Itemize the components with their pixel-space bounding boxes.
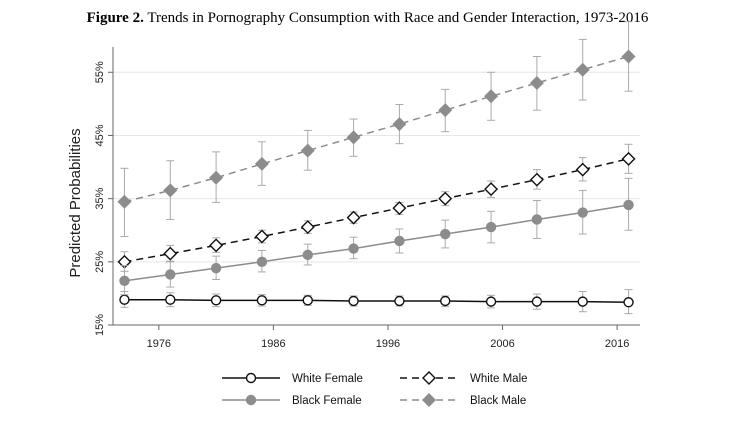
data-point	[254, 229, 269, 244]
series-line	[124, 158, 629, 263]
y-tick-label: 35%	[94, 187, 106, 209]
data-point	[117, 194, 132, 209]
data-point	[209, 170, 224, 185]
legend-item-black-male: Black Male	[400, 393, 526, 407]
data-point	[209, 238, 224, 253]
gridlines	[113, 71, 640, 326]
data-point	[302, 249, 313, 261]
series-line	[124, 55, 629, 203]
legend-marker	[245, 394, 257, 406]
y-tick-label: 45%	[94, 124, 106, 146]
x-tick-label: 2016	[605, 338, 629, 350]
data-point	[348, 243, 359, 254]
legend-label: Black Female	[292, 395, 362, 407]
data-point	[623, 297, 634, 308]
data-point	[348, 295, 359, 307]
series-layer	[117, 21, 636, 315]
data-point	[302, 295, 313, 306]
data-point	[621, 151, 636, 166]
legend-item-white-male: White Male	[400, 371, 528, 385]
data-point	[394, 235, 405, 247]
figure-number: Figure 2.	[86, 10, 144, 26]
axes: 15% 25% 35% 45% 55% 1976 1986 1996 2006 2016	[94, 47, 640, 350]
data-point	[300, 220, 315, 235]
data-point	[346, 130, 361, 145]
legend: White Female White Male Black Female Black …	[222, 371, 528, 407]
y-tick-label: 15%	[94, 314, 106, 336]
data-point	[484, 89, 499, 104]
figure-title: Figure 2. Trends in Pornography Consumpt…	[0, 10, 735, 27]
data-point	[529, 172, 544, 187]
data-point	[529, 76, 544, 91]
data-point	[256, 295, 268, 306]
series-line	[124, 204, 629, 282]
data-point	[577, 296, 588, 307]
data-point	[485, 221, 497, 233]
data-point	[300, 143, 315, 158]
data-point	[440, 295, 451, 307]
figure-caption: Trends in Pornography Consumption with R…	[143, 10, 649, 26]
series-black-male	[117, 21, 636, 238]
data-point	[210, 295, 222, 306]
data-point	[165, 294, 176, 305]
data-point	[575, 62, 590, 77]
legend-item-white-female: White Female	[222, 372, 363, 385]
x-tick-label: 1976	[147, 338, 171, 350]
data-point	[119, 275, 130, 286]
data-point	[438, 103, 453, 118]
legend-marker	[422, 393, 436, 407]
data-point	[392, 117, 407, 132]
series-white-female	[119, 289, 634, 315]
data-point	[438, 191, 453, 206]
y-tick-label: 25%	[94, 251, 106, 273]
x-tick-label: 2006	[490, 338, 514, 350]
series-line	[124, 298, 629, 304]
data-point	[254, 156, 269, 171]
legend-label: White Male	[470, 373, 528, 385]
x-tick-label: 1986	[261, 338, 285, 350]
legend-marker	[422, 371, 436, 385]
data-point	[531, 214, 543, 225]
data-point	[440, 228, 451, 240]
legend-item-black-female: Black Female	[222, 394, 362, 407]
series-black-female	[119, 177, 634, 296]
data-point	[623, 199, 634, 211]
data-point	[256, 256, 268, 268]
data-point	[621, 49, 636, 64]
data-point	[346, 210, 361, 225]
legend-label: White Female	[292, 373, 363, 385]
data-point	[210, 262, 222, 274]
data-point	[485, 296, 497, 307]
legend-label: Black Male	[470, 395, 526, 407]
data-point	[484, 182, 499, 197]
data-point	[163, 183, 178, 198]
data-point	[163, 246, 178, 261]
data-point	[575, 162, 590, 177]
y-axis-label: Predicted Probabilities	[67, 128, 84, 277]
series-white-male	[117, 143, 636, 272]
data-point	[531, 296, 543, 307]
data-point	[392, 201, 407, 216]
data-point	[165, 269, 176, 280]
data-point	[119, 294, 130, 305]
y-tick-label: 55%	[94, 61, 106, 83]
legend-marker	[245, 372, 257, 384]
x-tick-label: 1996	[376, 338, 400, 350]
data-point	[577, 207, 588, 218]
data-point	[394, 295, 405, 307]
